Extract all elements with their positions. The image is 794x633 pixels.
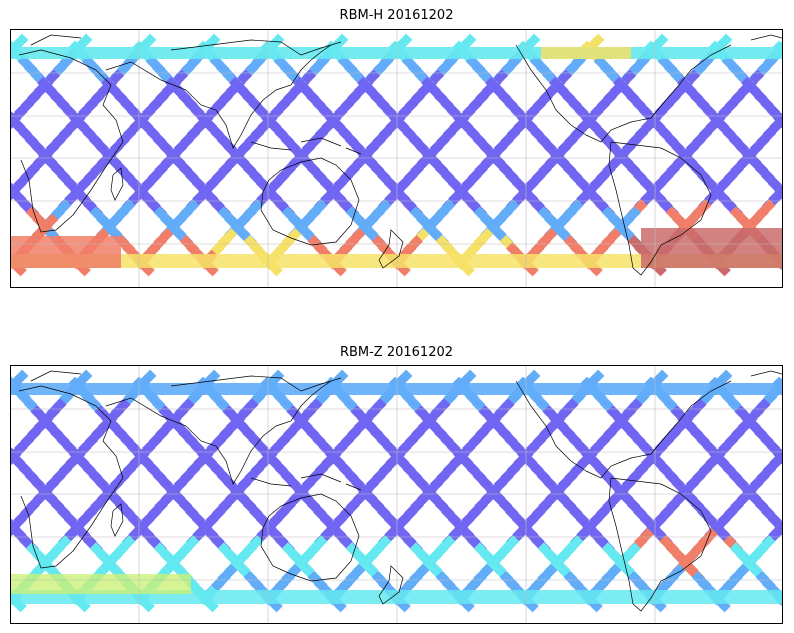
map-rbm-z xyxy=(10,365,783,624)
coastlines xyxy=(18,34,782,276)
coastline xyxy=(260,157,360,246)
coastline xyxy=(250,137,362,155)
coastline xyxy=(260,493,360,582)
southern-band xyxy=(11,254,782,268)
map-rbm-h xyxy=(10,29,783,288)
panel-title-rbm-h: RBM-H 20161202 xyxy=(339,8,454,23)
coastline xyxy=(30,370,82,382)
southern-high-patch xyxy=(641,228,782,268)
map-canvas-rbm-h xyxy=(11,30,782,287)
swath-tile xyxy=(767,177,782,198)
swath-tile xyxy=(773,448,782,469)
northern-band xyxy=(11,47,782,59)
satellite-swaths xyxy=(11,369,782,613)
northern-band xyxy=(11,383,782,395)
northern-high-patch xyxy=(541,47,631,59)
coastlines xyxy=(18,370,782,612)
coastline xyxy=(750,34,782,41)
coastline xyxy=(110,167,124,201)
coastline xyxy=(750,370,782,377)
coastline xyxy=(515,380,587,472)
coastline xyxy=(585,380,732,479)
swath-tile xyxy=(11,520,21,541)
swath-tile xyxy=(772,376,782,397)
coastline xyxy=(18,385,124,569)
coastline xyxy=(585,44,732,143)
coastline xyxy=(105,397,264,485)
coastline xyxy=(110,503,124,537)
swath-tile xyxy=(767,513,782,534)
coastline xyxy=(262,380,332,437)
coastline xyxy=(30,34,82,46)
coastline xyxy=(262,44,332,101)
coastline xyxy=(378,565,404,605)
graticule xyxy=(11,30,782,287)
coastline xyxy=(608,141,712,276)
coastline xyxy=(250,473,362,491)
coastline xyxy=(608,477,712,612)
southern-band xyxy=(11,590,782,604)
swath-tile xyxy=(11,184,21,205)
graticule xyxy=(11,366,782,623)
coastline xyxy=(105,61,264,149)
coastline xyxy=(170,39,342,56)
coastline xyxy=(18,49,124,233)
satellite-swaths xyxy=(11,33,782,277)
panel-title-rbm-z: RBM-Z 20161202 xyxy=(339,345,454,360)
swath-tile xyxy=(773,112,782,133)
swath-tile xyxy=(772,40,782,61)
coastline xyxy=(515,44,587,136)
southern-high-patch xyxy=(11,236,121,268)
coastline xyxy=(170,375,342,392)
map-canvas-rbm-z xyxy=(11,366,782,623)
southern-mid-patch xyxy=(11,574,191,594)
coastline xyxy=(378,229,404,269)
